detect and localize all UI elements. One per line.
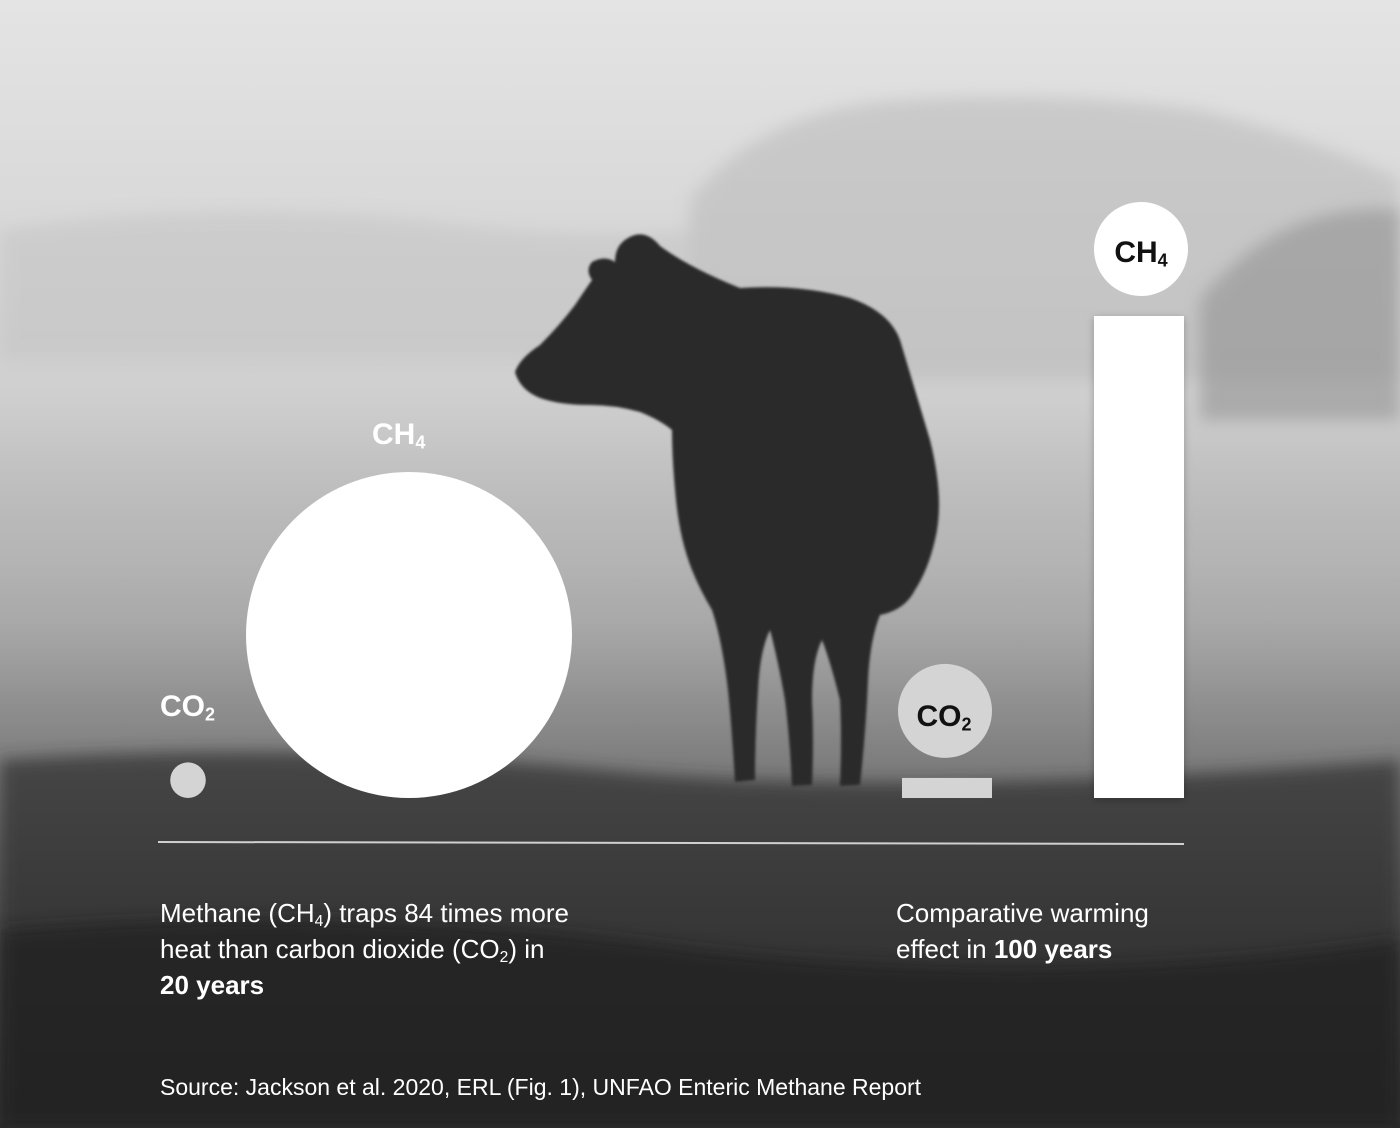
bubble-chart bbox=[170, 472, 572, 799]
caption-line-2: heat than carbon dioxide (CO2) in bbox=[160, 934, 545, 966]
bubble-label-ch4: CH4 bbox=[372, 418, 426, 453]
bubble-label-co2: CO2 bbox=[160, 690, 216, 725]
axis-baseline bbox=[157, 841, 1185, 845]
source-note: Source: Jackson et al. 2020, ERL (Fig. 1… bbox=[160, 1074, 922, 1100]
bar-chart-caption: Comparative warming effect in 100 years bbox=[896, 895, 1216, 967]
caption-line-1: Comparative warming bbox=[896, 898, 1149, 928]
background-treeline-left bbox=[0, 212, 700, 360]
bubble-co2 bbox=[170, 762, 206, 799]
caption-line-3: 20 years bbox=[160, 970, 265, 1000]
bubble-ch4 bbox=[246, 472, 572, 798]
cow-silhouette-icon bbox=[515, 234, 939, 786]
bar-label-circle-co2 bbox=[898, 663, 992, 758]
grass-dark-foreground bbox=[0, 918, 1400, 1128]
caption-line-2: effect in 100 years bbox=[896, 934, 1113, 964]
bar-co2 bbox=[902, 777, 992, 798]
bar-label-ch4: CH4 bbox=[1114, 236, 1168, 271]
caption-line-1: Methane (CH4) traps 84 times more bbox=[160, 898, 569, 930]
background-trees-right bbox=[1200, 209, 1400, 420]
bubble-chart-caption: Methane (CH4) traps 84 times more heat t… bbox=[160, 895, 680, 1003]
bar-ch4 bbox=[1094, 316, 1184, 798]
bar-chart bbox=[898, 202, 1188, 798]
bar-label-co2: CO2 bbox=[916, 700, 972, 735]
bar-label-circle-ch4 bbox=[1094, 202, 1188, 296]
